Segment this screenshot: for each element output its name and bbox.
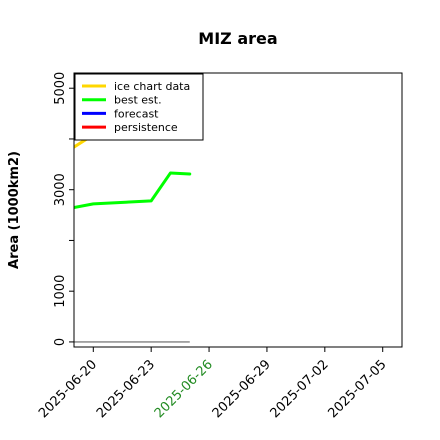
y-tick-label: 5000 (53, 72, 68, 105)
y-axis: 0 1000 3000 5000 (53, 72, 74, 346)
legend-label-best-est-: best est. (114, 94, 162, 107)
y-tick-label: 3000 (53, 173, 68, 206)
legend-label-ice-chart-data: ice chart data (114, 80, 190, 93)
x-tick-label: 2025-07-02 (268, 357, 332, 421)
x-tick-label: 2025-06-29 (210, 357, 274, 421)
legend-label-forecast: forecast (114, 107, 159, 120)
series-line-best-est- (74, 171, 192, 209)
chart-title: MIZ area (198, 29, 277, 48)
legend-label-persistence: persistence (114, 121, 178, 134)
plot-frame (73, 72, 403, 348)
x-tick-label: 2025-06-23 (94, 357, 158, 421)
x-tick-label: 2025-06-26 (152, 357, 216, 421)
y-axis-label: Area (1000km2) (7, 151, 22, 269)
y-tick-label: 0 (53, 338, 68, 346)
y-tick-label: 1000 (53, 275, 68, 308)
x-axis: 2025-06-202025-06-232025-06-262025-06-29… (36, 347, 390, 421)
x-tick-label: 2025-07-05 (325, 357, 389, 421)
x-tick-label: 2025-06-20 (36, 357, 100, 421)
